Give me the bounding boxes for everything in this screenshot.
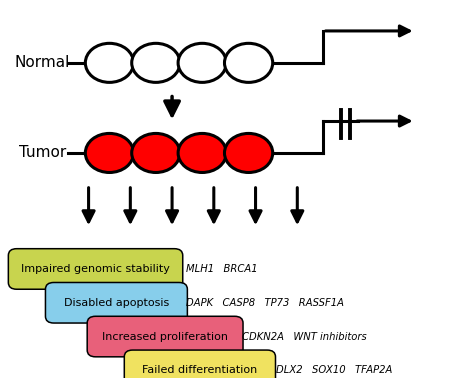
- Text: Increased proliferation: Increased proliferation: [102, 331, 228, 341]
- Text: MLH1   BRCA1: MLH1 BRCA1: [186, 264, 257, 274]
- FancyBboxPatch shape: [46, 282, 187, 323]
- Circle shape: [225, 133, 273, 173]
- Text: DLX2   SOX10   TFAP2A: DLX2 SOX10 TFAP2A: [276, 365, 393, 375]
- Circle shape: [85, 133, 134, 173]
- Circle shape: [132, 133, 180, 173]
- Text: Failed differentiation: Failed differentiation: [142, 365, 257, 375]
- FancyBboxPatch shape: [9, 249, 183, 289]
- Circle shape: [132, 43, 180, 82]
- Text: CDKN2A   WNT inhibitors: CDKN2A WNT inhibitors: [242, 331, 366, 341]
- Text: Normal: Normal: [15, 55, 70, 70]
- Circle shape: [178, 43, 226, 82]
- Circle shape: [85, 43, 134, 82]
- Text: Impaired genomic stability: Impaired genomic stability: [21, 264, 170, 274]
- Circle shape: [225, 43, 273, 82]
- FancyBboxPatch shape: [87, 316, 243, 357]
- Text: Tumor: Tumor: [18, 146, 66, 160]
- Text: DAPK   CASP8   TP73   RASSF1A: DAPK CASP8 TP73 RASSF1A: [186, 298, 344, 308]
- Circle shape: [178, 133, 226, 173]
- FancyBboxPatch shape: [124, 350, 275, 381]
- Text: Disabled apoptosis: Disabled apoptosis: [64, 298, 169, 308]
